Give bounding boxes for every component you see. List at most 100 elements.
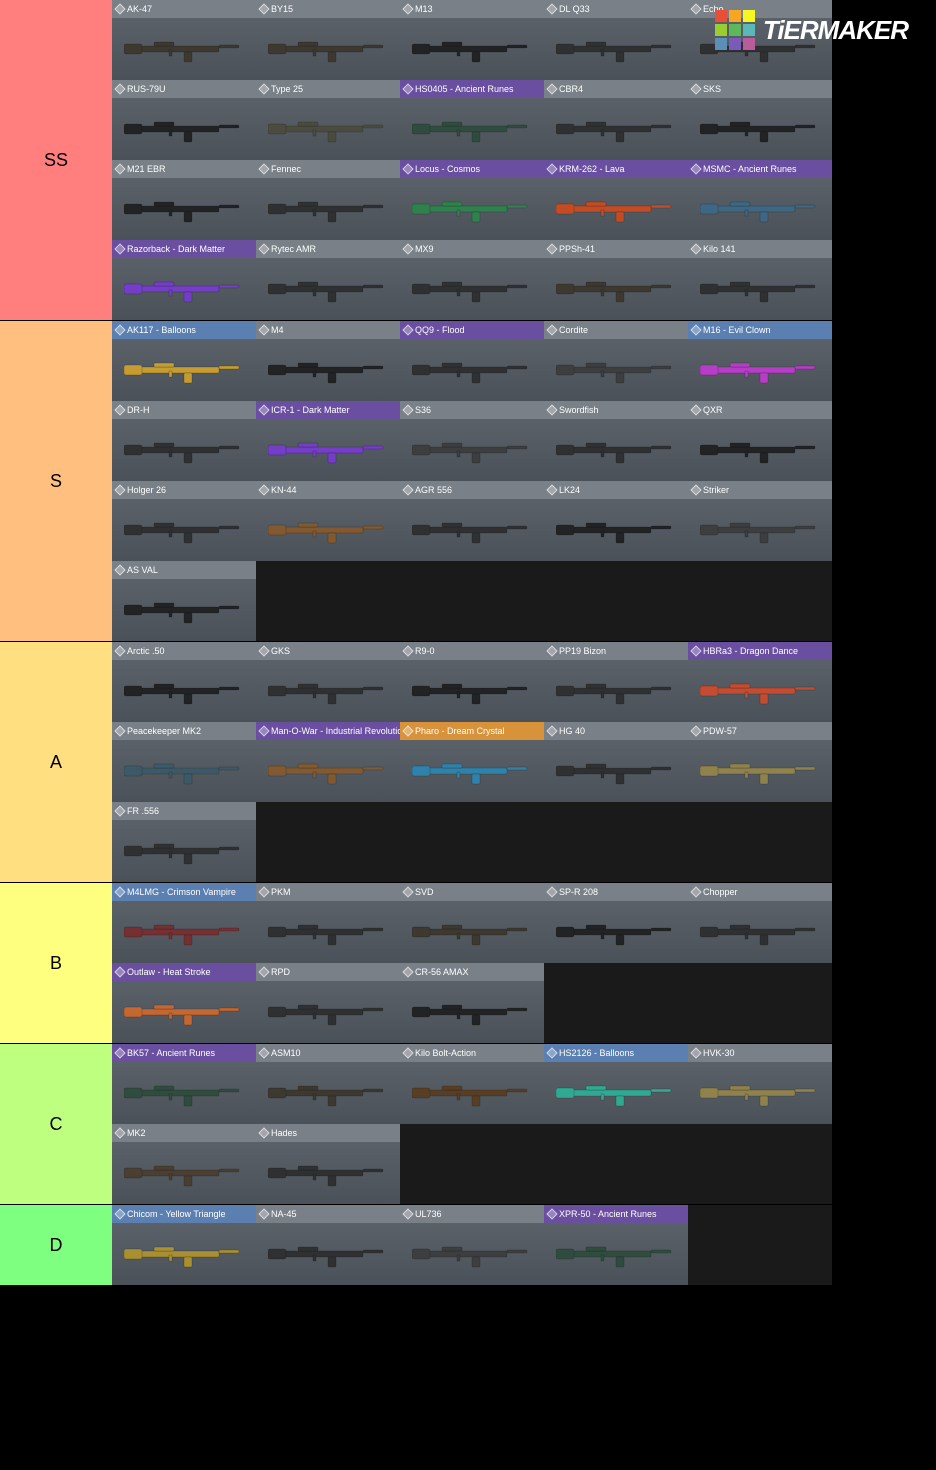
weapon-card[interactable]: KRM-262 - Lava (544, 160, 688, 240)
weapon-header: Arctic .50 (112, 642, 256, 660)
tier-label[interactable]: A (0, 642, 112, 882)
weapon-card[interactable]: Striker (688, 481, 832, 561)
tier-label[interactable]: S (0, 321, 112, 641)
weapon-card[interactable]: Razorback - Dark Matter (112, 240, 256, 320)
weapon-card[interactable]: AS VAL (112, 561, 256, 641)
weapon-card[interactable]: M21 EBR (112, 160, 256, 240)
weapon-card[interactable]: M13 (400, 0, 544, 80)
weapon-card[interactable]: HS0405 - Ancient Runes (400, 80, 544, 160)
weapon-card[interactable]: Locus - Cosmos (400, 160, 544, 240)
weapon-card[interactable]: CR-56 AMAX (400, 963, 544, 1043)
weapon-card[interactable]: PP19 Bizon (544, 642, 688, 722)
weapon-card[interactable]: PDW-57 (688, 722, 832, 802)
weapon-image (400, 740, 544, 802)
weapon-card[interactable]: DL Q33 (544, 0, 688, 80)
weapon-card[interactable]: M4 (256, 321, 400, 401)
weapon-card[interactable]: RPD (256, 963, 400, 1043)
weapon-card[interactable]: MK2 (112, 1124, 256, 1204)
weapon-card[interactable]: Holger 26 (112, 481, 256, 561)
weapon-card[interactable]: Swordfish (544, 401, 688, 481)
weapon-card[interactable]: GKS (256, 642, 400, 722)
weapon-card[interactable]: BY15 (256, 0, 400, 80)
weapon-card[interactable]: S36 (400, 401, 544, 481)
weapon-card[interactable]: CBR4 (544, 80, 688, 160)
weapon-name: M16 - Evil Clown (703, 325, 771, 335)
weapon-card[interactable]: Pharo - Dream Crystal (400, 722, 544, 802)
tier-label[interactable]: SS (0, 0, 112, 320)
weapon-card[interactable]: Kilo Bolt-Action (400, 1044, 544, 1124)
weapon-card[interactable]: UL736 (400, 1205, 544, 1285)
weapon-card[interactable]: AK-47 (112, 0, 256, 80)
weapon-card[interactable]: Chopper (688, 883, 832, 963)
tier-items: Chicom - Yellow Triangle NA-45 UL736 X (112, 1205, 832, 1285)
weapon-image (256, 981, 400, 1043)
weapon-card[interactable]: XPR-50 - Ancient Runes (544, 1205, 688, 1285)
weapon-card[interactable]: ICR-1 - Dark Matter (256, 401, 400, 481)
tier-label[interactable]: C (0, 1044, 112, 1204)
rarity-icon (546, 3, 557, 14)
weapon-name: M4 (271, 325, 284, 335)
rarity-icon (114, 886, 125, 897)
weapon-card[interactable]: Chicom - Yellow Triangle (112, 1205, 256, 1285)
weapon-card[interactable]: DR-H (112, 401, 256, 481)
weapon-card[interactable]: PKM (256, 883, 400, 963)
weapon-card[interactable]: QQ9 - Flood (400, 321, 544, 401)
weapon-name: HG 40 (559, 726, 585, 736)
weapon-card[interactable]: Type 25 (256, 80, 400, 160)
weapon-card[interactable]: HG 40 (544, 722, 688, 802)
weapon-card[interactable]: SVD (400, 883, 544, 963)
weapon-card[interactable]: NA-45 (256, 1205, 400, 1285)
rarity-icon (402, 1047, 413, 1058)
weapon-image (688, 740, 832, 802)
weapon-card[interactable]: RUS-79U (112, 80, 256, 160)
weapon-card[interactable]: MX9 (400, 240, 544, 320)
weapon-card[interactable]: Arctic .50 (112, 642, 256, 722)
weapon-card[interactable]: ASM10 (256, 1044, 400, 1124)
weapon-card[interactable]: Hades (256, 1124, 400, 1204)
weapon-card[interactable]: LK24 (544, 481, 688, 561)
weapon-header: Chopper (688, 883, 832, 901)
weapon-card[interactable]: Peacekeeper MK2 (112, 722, 256, 802)
weapon-card[interactable]: MSMC - Ancient Runes (688, 160, 832, 240)
weapon-header: Type 25 (256, 80, 400, 98)
weapon-card[interactable]: HVK-30 (688, 1044, 832, 1124)
weapon-card[interactable]: AK117 - Balloons (112, 321, 256, 401)
weapon-card[interactable]: M16 - Evil Clown (688, 321, 832, 401)
weapon-card[interactable]: Fennec (256, 160, 400, 240)
weapon-header: Pharo - Dream Crystal (400, 722, 544, 740)
weapon-card[interactable]: SP-R 208 (544, 883, 688, 963)
weapon-card[interactable]: PPSh-41 (544, 240, 688, 320)
rarity-icon (114, 1208, 125, 1219)
tier-label[interactable]: B (0, 883, 112, 1043)
weapon-card[interactable]: HS2126 - Balloons (544, 1044, 688, 1124)
weapon-card[interactable]: Outlaw - Heat Stroke (112, 963, 256, 1043)
weapon-card[interactable]: KN-44 (256, 481, 400, 561)
weapon-image (544, 1223, 688, 1285)
weapon-header: HVK-30 (688, 1044, 832, 1062)
rarity-icon (258, 1208, 269, 1219)
weapon-card[interactable]: BK57 - Ancient Runes (112, 1044, 256, 1124)
tier-label[interactable]: D (0, 1205, 112, 1285)
rarity-icon (114, 1127, 125, 1138)
weapon-card[interactable]: FR .556 (112, 802, 256, 882)
weapon-card[interactable]: Cordite (544, 321, 688, 401)
weapon-image (400, 901, 544, 963)
rarity-icon (546, 163, 557, 174)
weapon-image (112, 1142, 256, 1204)
weapon-name: PDW-57 (703, 726, 737, 736)
weapon-card[interactable]: Man-O-War - Industrial Revolution (256, 722, 400, 802)
weapon-card[interactable]: M4LMG - Crimson Vampire (112, 883, 256, 963)
weapon-card[interactable]: AGR 556 (400, 481, 544, 561)
weapon-header: ASM10 (256, 1044, 400, 1062)
weapon-image (544, 499, 688, 561)
weapon-image (400, 18, 544, 80)
rarity-icon (690, 886, 701, 897)
weapon-card[interactable]: HBRa3 - Dragon Dance (688, 642, 832, 722)
weapon-header: LK24 (544, 481, 688, 499)
weapon-card[interactable]: Rytec AMR (256, 240, 400, 320)
weapon-card[interactable]: SKS (688, 80, 832, 160)
weapon-card[interactable]: R9-0 (400, 642, 544, 722)
weapon-card[interactable]: QXR (688, 401, 832, 481)
weapon-card[interactable]: Kilo 141 (688, 240, 832, 320)
weapon-image (544, 178, 688, 240)
